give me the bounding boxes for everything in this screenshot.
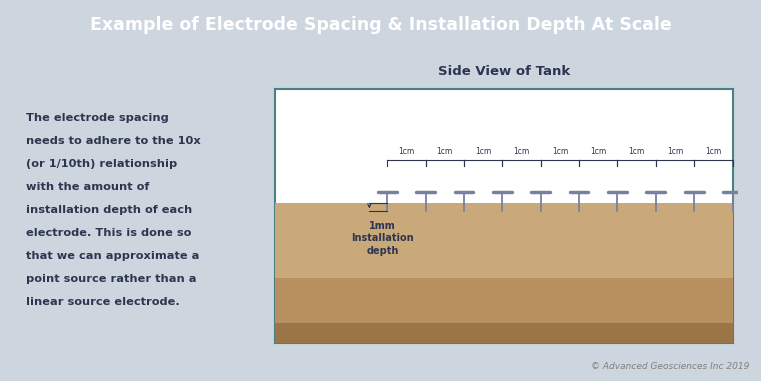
Bar <box>275 278 734 322</box>
Text: © Advanced Geosciences Inc 2019: © Advanced Geosciences Inc 2019 <box>591 362 750 371</box>
Bar <box>275 203 734 278</box>
Text: 1cm: 1cm <box>398 147 415 155</box>
Text: needs to adhere to the 10x: needs to adhere to the 10x <box>26 136 201 146</box>
Text: Example of Electrode Spacing & Installation Depth At Scale: Example of Electrode Spacing & Installat… <box>90 16 671 34</box>
Text: 1cm: 1cm <box>475 147 492 155</box>
Bar <box>275 322 734 343</box>
Text: linear source electrode.: linear source electrode. <box>26 298 180 307</box>
Text: 1cm: 1cm <box>705 147 721 155</box>
Text: installation depth of each: installation depth of each <box>26 205 193 215</box>
Text: point source rather than a: point source rather than a <box>26 274 196 284</box>
Text: electrode. This is done so: electrode. This is done so <box>26 228 192 238</box>
Bar <box>275 89 734 343</box>
Text: 1cm: 1cm <box>590 147 607 155</box>
Text: Side View of Tank: Side View of Tank <box>438 65 570 78</box>
Text: (or 1/10th) relationship: (or 1/10th) relationship <box>26 159 177 169</box>
Text: 1cm: 1cm <box>552 147 568 155</box>
Text: 1cm: 1cm <box>514 147 530 155</box>
Text: 1cm: 1cm <box>629 147 645 155</box>
Text: with the amount of: with the amount of <box>26 182 150 192</box>
Text: that we can approximate a: that we can approximate a <box>26 251 199 261</box>
Text: The electrode spacing: The electrode spacing <box>26 113 169 123</box>
Text: 1mm
Installation
depth: 1mm Installation depth <box>351 221 414 256</box>
Text: 1cm: 1cm <box>667 147 683 155</box>
Text: 1cm: 1cm <box>437 147 453 155</box>
